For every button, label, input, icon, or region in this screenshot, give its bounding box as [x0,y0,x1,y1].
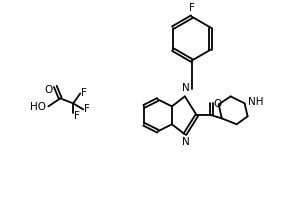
Text: F: F [74,111,80,121]
Text: F: F [81,88,87,98]
Text: O: O [214,99,222,109]
Text: NH: NH [248,97,263,107]
Text: N: N [182,83,190,93]
Text: F: F [84,104,90,114]
Text: HO: HO [30,102,46,112]
Text: F: F [189,3,195,13]
Text: O: O [44,85,52,95]
Text: N: N [182,137,190,147]
